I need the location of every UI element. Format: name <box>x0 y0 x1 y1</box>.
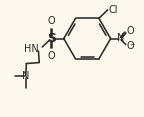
Text: Cl: Cl <box>108 5 118 15</box>
Text: S: S <box>47 32 56 45</box>
Text: O: O <box>127 26 134 36</box>
Text: N: N <box>117 33 124 43</box>
Text: O: O <box>127 41 134 51</box>
Text: −: − <box>129 42 134 47</box>
Text: HN: HN <box>24 44 39 54</box>
Text: O: O <box>48 51 55 61</box>
Text: O: O <box>48 16 55 26</box>
Text: N: N <box>22 71 30 81</box>
